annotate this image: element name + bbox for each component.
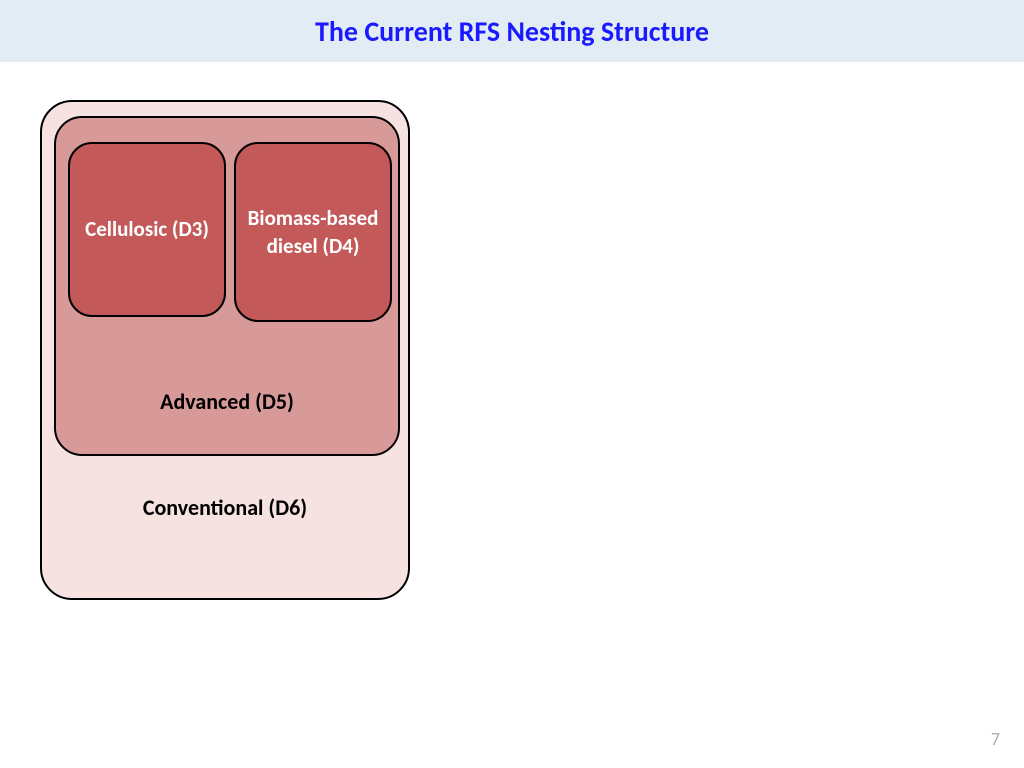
- box-cellulosic-d3: Cellulosic (D3): [68, 142, 226, 317]
- box-conventional-d6: Advanced (D5) Cellulosic (D3) Biomass-ba…: [40, 100, 410, 600]
- label-biomass-diesel-d4: Biomass-based diesel (D4): [244, 204, 382, 261]
- box-biomass-diesel-d4: Biomass-based diesel (D4): [234, 142, 392, 322]
- label-cellulosic-d3: Cellulosic (D3): [85, 215, 209, 243]
- label-conventional-d6: Conventional (D6): [42, 494, 408, 521]
- label-advanced-d5: Advanced (D5): [56, 388, 398, 415]
- page-number: 7: [991, 728, 1000, 750]
- slide-title: The Current RFS Nesting Structure: [315, 14, 709, 49]
- title-bar: The Current RFS Nesting Structure: [0, 0, 1024, 62]
- nesting-diagram: Advanced (D5) Cellulosic (D3) Biomass-ba…: [40, 100, 410, 600]
